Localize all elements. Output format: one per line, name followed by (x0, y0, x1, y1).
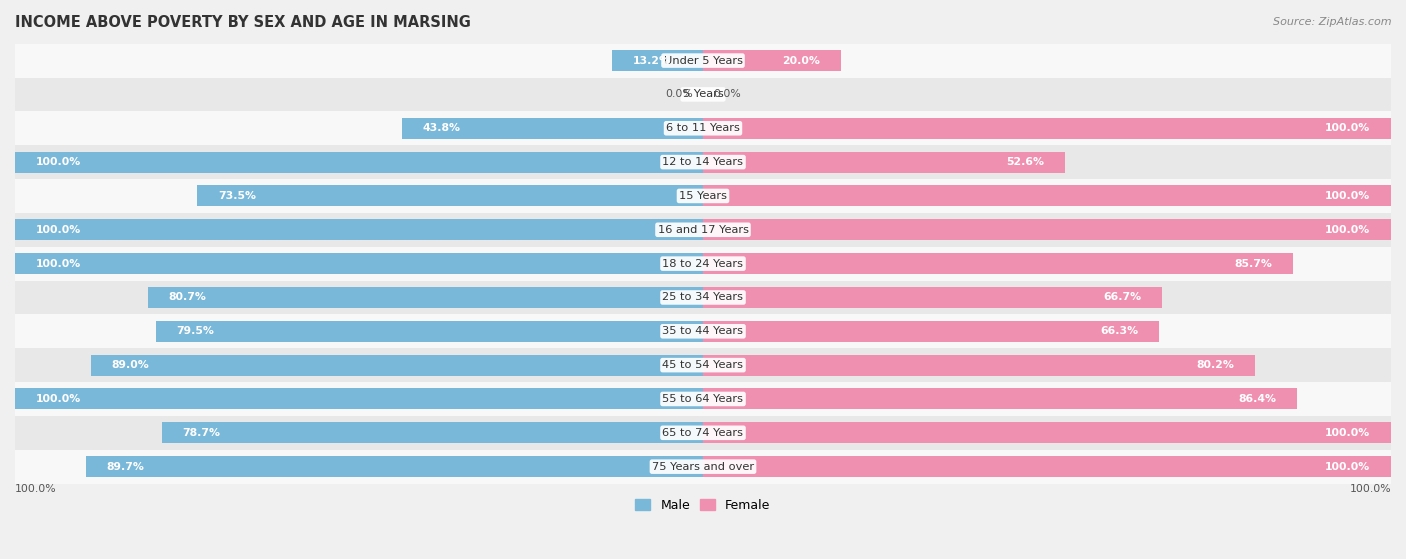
Text: 6 to 11 Years: 6 to 11 Years (666, 124, 740, 133)
Text: 80.2%: 80.2% (1197, 360, 1234, 370)
Bar (15, 78, 1391, 111)
Bar (15, 111, 1391, 145)
Text: 85.7%: 85.7% (1234, 259, 1272, 269)
Bar (15, 44, 1391, 78)
Bar (703, 118, 1391, 139)
Text: 66.3%: 66.3% (1101, 326, 1139, 337)
Bar (15, 247, 1391, 281)
Bar (15, 348, 1391, 382)
Bar (612, 50, 703, 71)
Text: 100.0%: 100.0% (35, 259, 82, 269)
Text: INCOME ABOVE POVERTY BY SEX AND AGE IN MARSING: INCOME ABOVE POVERTY BY SEX AND AGE IN M… (15, 15, 471, 30)
Bar (703, 151, 1064, 173)
Bar (15, 253, 703, 274)
Text: 100.0%: 100.0% (1350, 484, 1391, 494)
Text: 15 Years: 15 Years (679, 191, 727, 201)
Text: 66.7%: 66.7% (1104, 292, 1142, 302)
Text: 100.0%: 100.0% (1324, 225, 1371, 235)
Bar (15, 416, 1391, 450)
Bar (156, 321, 703, 342)
Text: 100.0%: 100.0% (15, 484, 56, 494)
Text: 0.0%: 0.0% (665, 89, 693, 100)
Text: 89.7%: 89.7% (107, 462, 145, 472)
Bar (15, 219, 703, 240)
Bar (148, 287, 703, 308)
Text: 43.8%: 43.8% (422, 124, 460, 133)
Text: 100.0%: 100.0% (35, 157, 82, 167)
Bar (703, 287, 1161, 308)
Bar (197, 186, 703, 206)
Text: 12 to 14 Years: 12 to 14 Years (662, 157, 744, 167)
Text: 100.0%: 100.0% (35, 225, 82, 235)
Bar (703, 354, 1254, 376)
Bar (15, 213, 1391, 247)
Text: 5 Years: 5 Years (683, 89, 723, 100)
Text: 100.0%: 100.0% (35, 394, 82, 404)
Text: 100.0%: 100.0% (1324, 462, 1371, 472)
Bar (86, 456, 703, 477)
Bar (15, 151, 703, 173)
Bar (15, 179, 1391, 213)
Text: 35 to 44 Years: 35 to 44 Years (662, 326, 744, 337)
Bar (703, 321, 1159, 342)
Text: 45 to 54 Years: 45 to 54 Years (662, 360, 744, 370)
Bar (162, 422, 703, 443)
Text: 75 Years and over: 75 Years and over (652, 462, 754, 472)
Text: 73.5%: 73.5% (218, 191, 256, 201)
Text: Under 5 Years: Under 5 Years (664, 55, 742, 65)
Text: 16 and 17 Years: 16 and 17 Years (658, 225, 748, 235)
Text: 65 to 74 Years: 65 to 74 Years (662, 428, 744, 438)
Text: Source: ZipAtlas.com: Source: ZipAtlas.com (1274, 17, 1392, 27)
Text: 13.2%: 13.2% (633, 55, 671, 65)
Bar (703, 219, 1391, 240)
Text: 100.0%: 100.0% (1324, 124, 1371, 133)
Text: 78.7%: 78.7% (183, 428, 221, 438)
Bar (703, 50, 841, 71)
Bar (703, 186, 1391, 206)
Text: 52.6%: 52.6% (1007, 157, 1045, 167)
Bar (15, 450, 1391, 484)
Bar (15, 145, 1391, 179)
Text: 80.7%: 80.7% (169, 292, 207, 302)
Text: 18 to 24 Years: 18 to 24 Years (662, 259, 744, 269)
Bar (402, 118, 703, 139)
Bar (15, 281, 1391, 314)
Text: 79.5%: 79.5% (177, 326, 215, 337)
Text: 100.0%: 100.0% (1324, 428, 1371, 438)
Legend: Male, Female: Male, Female (630, 494, 776, 517)
Bar (703, 456, 1391, 477)
Bar (703, 253, 1292, 274)
Text: 20.0%: 20.0% (782, 55, 820, 65)
Text: 100.0%: 100.0% (1324, 191, 1371, 201)
Text: 86.4%: 86.4% (1239, 394, 1277, 404)
Text: 25 to 34 Years: 25 to 34 Years (662, 292, 744, 302)
Bar (703, 389, 1298, 409)
Text: 89.0%: 89.0% (111, 360, 149, 370)
Text: 0.0%: 0.0% (713, 89, 741, 100)
Bar (90, 354, 703, 376)
Bar (15, 389, 703, 409)
Bar (703, 422, 1391, 443)
Text: 55 to 64 Years: 55 to 64 Years (662, 394, 744, 404)
Bar (15, 314, 1391, 348)
Bar (15, 382, 1391, 416)
